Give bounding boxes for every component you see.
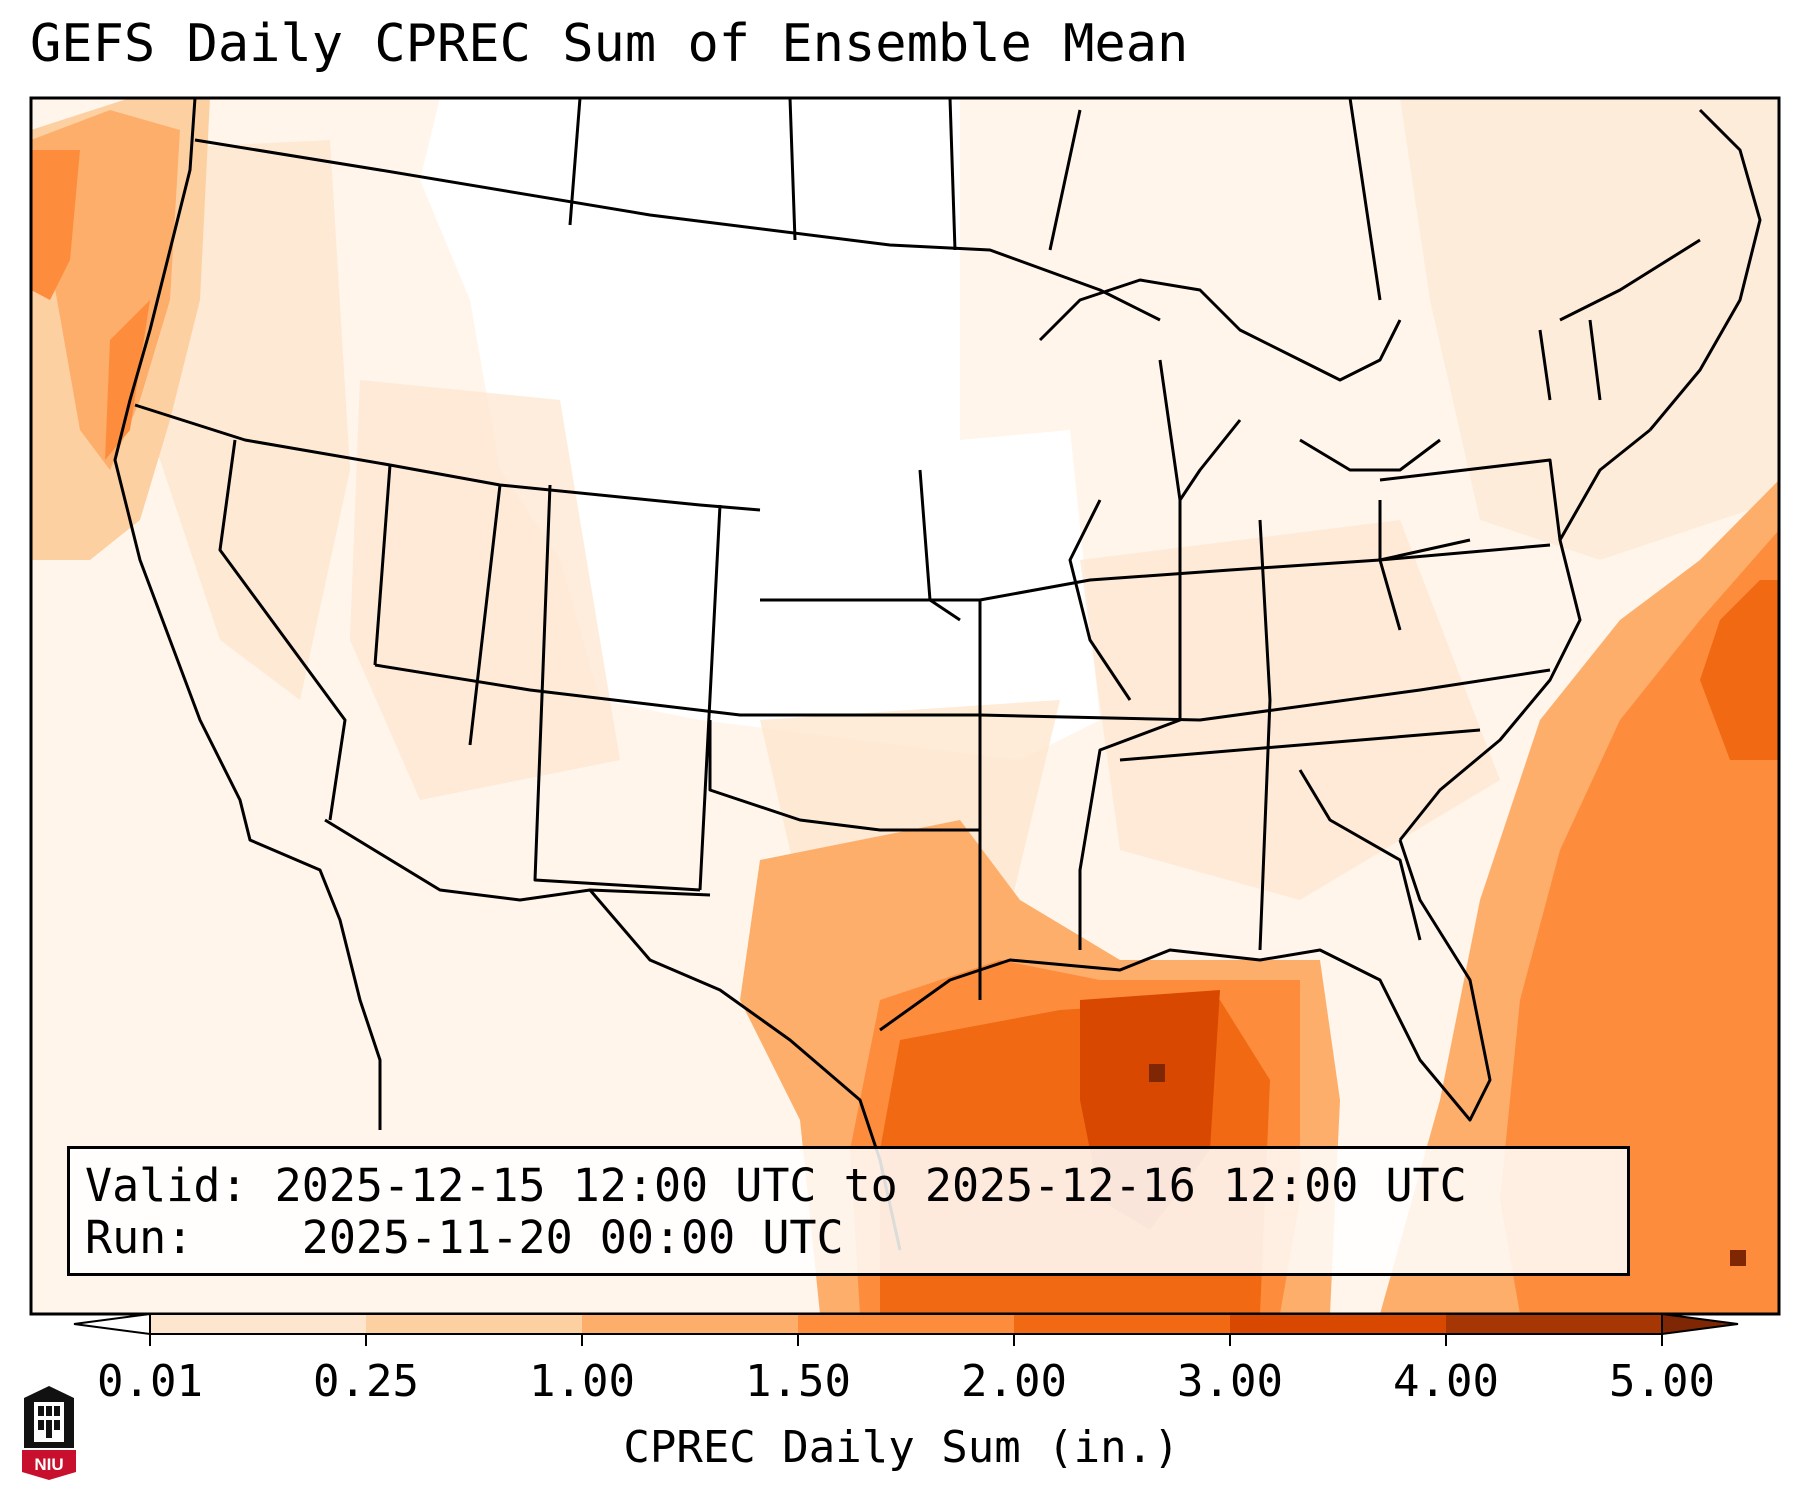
colorbar-title: CPREC Daily Sum (in.) — [623, 1422, 1180, 1473]
run-time: 2025-11-20 00:00 UTC — [301, 1211, 844, 1264]
colorbar-bin — [1230, 1314, 1447, 1334]
valid-time-line: Valid: 2025-12-15 12:00 UTC to 2025-12-1… — [85, 1163, 1467, 1208]
map-outlines — [113, 97, 1762, 1251]
valid-time: 2025-12-15 12:00 UTC to 2025-12-16 12:00… — [274, 1159, 1467, 1212]
info-box: Valid: 2025-12-15 12:00 UTC to 2025-12-1… — [67, 1146, 1630, 1276]
colorbar-tick-label: 5.00 — [1609, 1356, 1715, 1407]
colorbar-bin — [366, 1314, 583, 1334]
colorbar-bin — [1014, 1314, 1231, 1334]
precip-field — [31, 98, 1779, 1314]
colorbar-bin — [150, 1314, 367, 1334]
colorbar-tick-label: 3.00 — [1177, 1356, 1283, 1407]
colorbar-bin — [1446, 1314, 1663, 1334]
colorbar-tick-label: 2.00 — [961, 1356, 1067, 1407]
colorbar-bin — [582, 1314, 799, 1334]
colorbar — [73, 1312, 1739, 1346]
colorbar-tick-label: 0.25 — [313, 1356, 419, 1407]
run-time-line: Run: 2025-11-20 00:00 UTC — [85, 1215, 844, 1260]
niu-logo: NIU — [22, 1386, 76, 1480]
colorbar-tick-label: 4.00 — [1393, 1356, 1499, 1407]
colorbar-tick-label: 1.50 — [745, 1356, 851, 1407]
run-label: Run: — [85, 1211, 194, 1264]
colorbar-tick-label: 1.00 — [529, 1356, 635, 1407]
colorbar-tick-label: 0.01 — [97, 1356, 203, 1407]
niu-logo-text: NIU — [34, 1455, 63, 1474]
colorbar-bin — [798, 1314, 1015, 1334]
page-title: GEFS Daily CPREC Sum of Ensemble Mean — [30, 14, 1189, 74]
valid-label: Valid: — [85, 1159, 248, 1212]
